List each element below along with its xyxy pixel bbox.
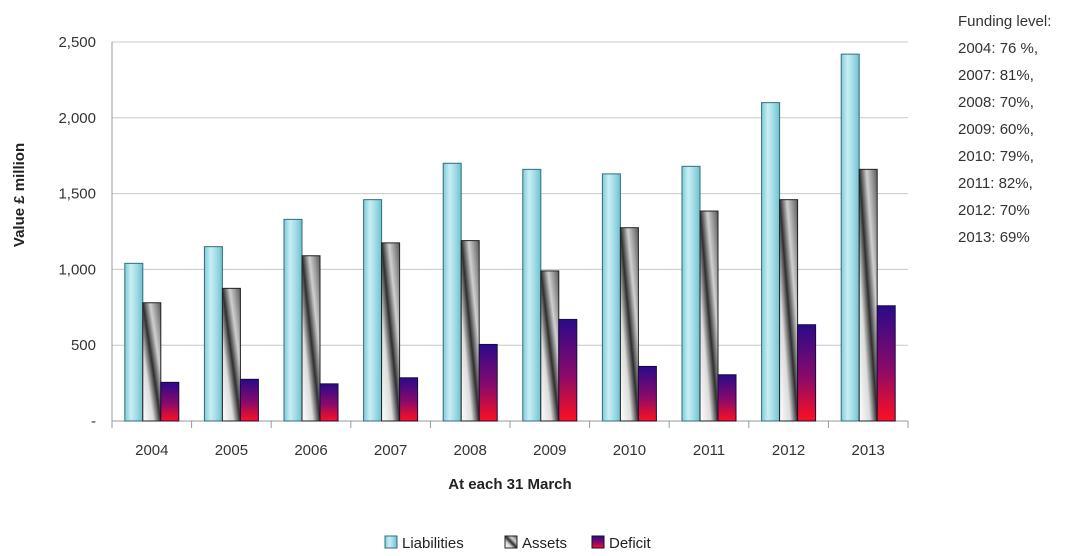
y-tick-label: -: [91, 413, 96, 430]
assets-bar: [779, 199, 799, 422]
assets-bar: [858, 168, 878, 422]
funding-level-line: 2009: 60%,: [958, 121, 1034, 138]
deficit-bar: [717, 374, 737, 422]
x-tick-label: 2013: [852, 442, 885, 459]
liabilities-bar: [124, 262, 144, 422]
funding-level-line: 2013: 69%: [958, 229, 1030, 246]
y-tick-label: 2,500: [58, 34, 96, 51]
assets-bar: [142, 302, 162, 422]
liabilities-bar: [203, 246, 223, 422]
x-tick-label: 2011: [693, 442, 725, 459]
funding-level-annotation: Funding level: 2004: 76 %, 2007: 81%, 2008…: [958, 8, 1051, 251]
deficit-bar: [876, 305, 896, 422]
deficit-bar: [319, 383, 339, 422]
legend-entry-label: Liabilities: [402, 535, 464, 552]
x-tick-label: 2010: [613, 442, 646, 459]
liabilities-bar: [761, 102, 781, 422]
deficit-bar: [239, 378, 259, 422]
funding-level-title: Funding level:: [958, 13, 1052, 30]
assets-bar: [619, 227, 639, 422]
liabilities-bar: [442, 162, 462, 422]
x-tick-label: 2005: [215, 442, 248, 459]
deficit-bar: [797, 324, 817, 422]
deficit-bar: [160, 381, 180, 422]
x-tick-label: 2004: [135, 442, 168, 459]
x-tick-label: 2006: [294, 442, 327, 459]
deficit-bar: [399, 377, 419, 422]
legend-entry-label: Assets: [522, 535, 567, 552]
funding-level-line: 2011: 82%,: [958, 175, 1033, 192]
assets-bar: [540, 270, 560, 422]
x-tick-label: 2012: [772, 442, 805, 459]
funding-level-line: 2007: 81%,: [958, 67, 1034, 84]
liabilities-bar: [522, 168, 542, 422]
y-tick-label: 1,500: [58, 186, 96, 203]
liabilities-bar: [363, 199, 383, 422]
liabilities-bar: [840, 53, 860, 422]
assets-bar: [381, 242, 401, 422]
funding-level-line: 2004: 76 %,: [958, 40, 1039, 57]
legend-entry-label: Deficit: [609, 535, 652, 552]
x-tick-label: 2009: [533, 442, 566, 459]
assets-legend-swatch: [504, 535, 518, 549]
funding-level-line: 2012: 70%: [958, 202, 1030, 219]
x-tick-label: 2008: [454, 442, 487, 459]
liabilities-bar: [283, 218, 303, 422]
y-axis-label: Value £ million: [11, 143, 28, 247]
assets-bar: [221, 287, 241, 422]
legend: Liabilities Assets Deficit: [384, 535, 652, 552]
deficit-bar: [558, 318, 578, 422]
liabilities-legend-swatch: [384, 535, 398, 549]
funding-level-line: 2010: 79%,: [958, 148, 1034, 165]
assets-bar: [460, 240, 480, 422]
liabilities-bar: [601, 173, 621, 422]
y-tick-label: 500: [71, 337, 96, 354]
liabilities-bar: [681, 165, 701, 422]
x-axis-label: At each 31 March: [448, 476, 571, 493]
deficit-bar: [637, 365, 657, 422]
y-tick-label: 2,000: [58, 110, 96, 127]
assets-bar: [699, 210, 719, 422]
x-tick-label: 2007: [374, 442, 407, 459]
assets-bar: [301, 255, 321, 422]
deficit-bar: [478, 343, 498, 422]
deficit-legend-swatch: [591, 535, 605, 549]
funding-level-line: 2008: 70%,: [958, 94, 1034, 111]
y-tick-label: 1,000: [58, 261, 96, 278]
